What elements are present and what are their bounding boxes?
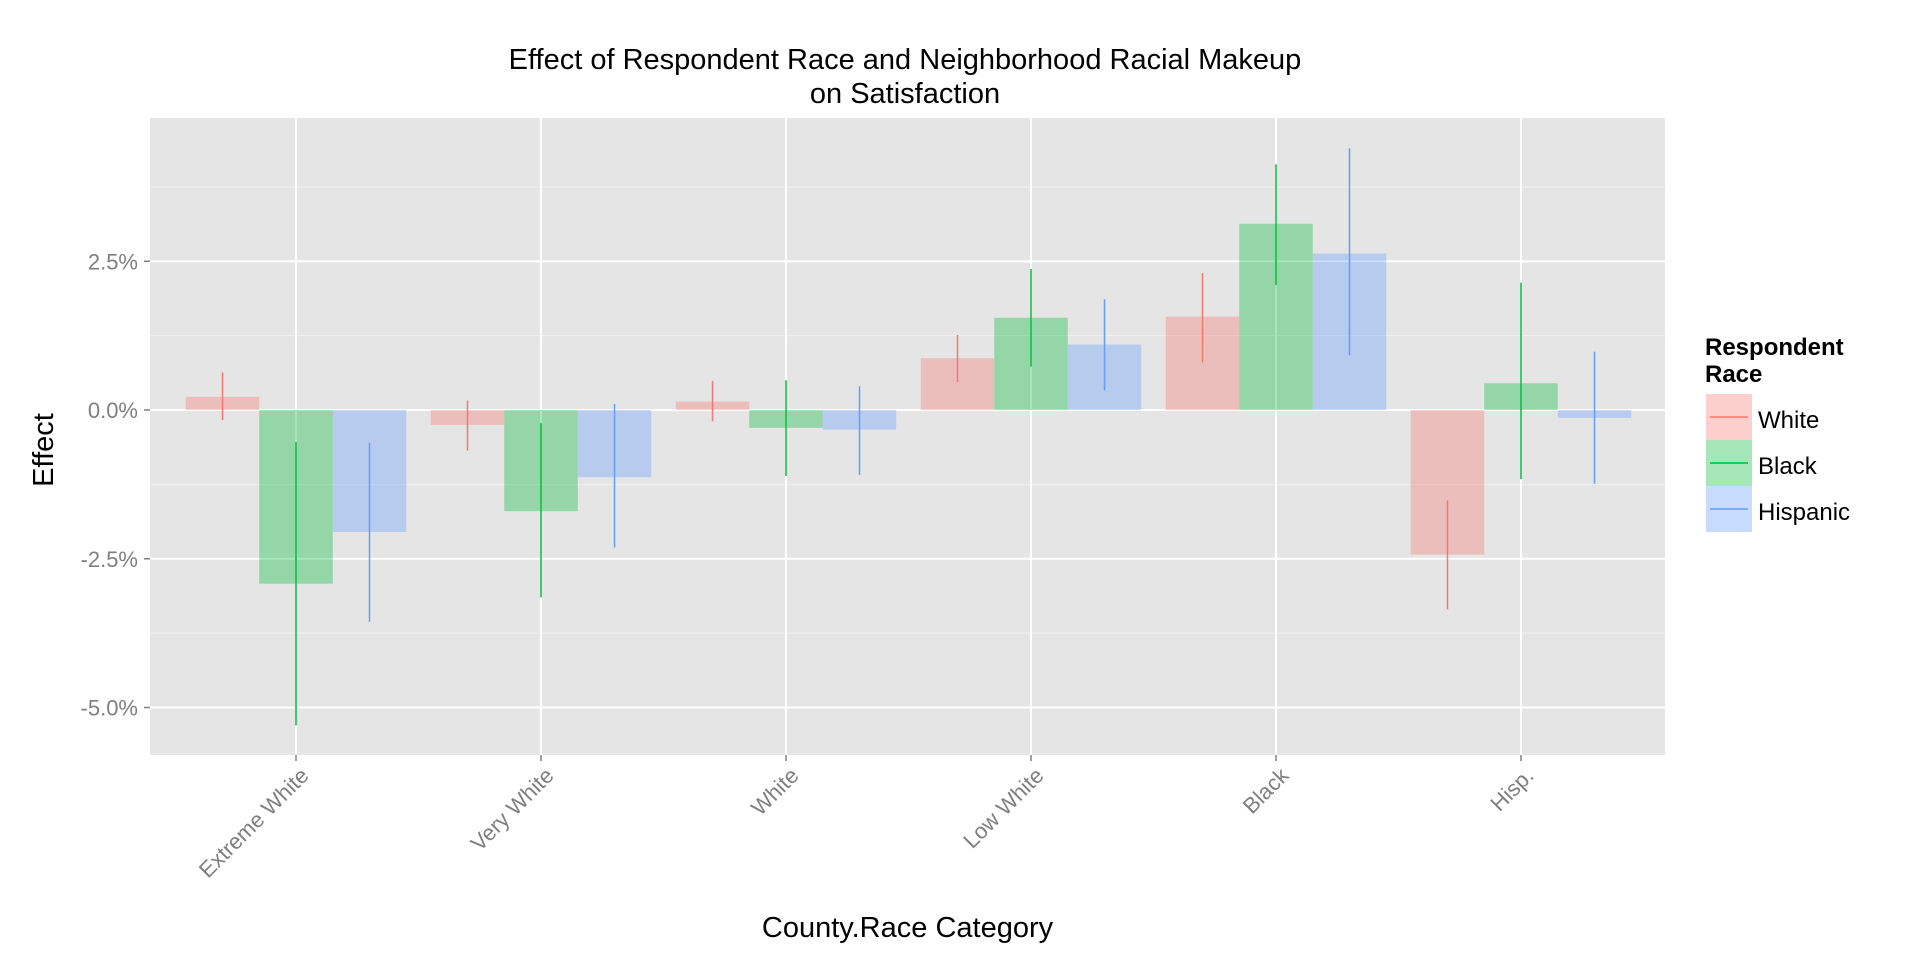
legend-label-white: White [1758, 407, 1820, 434]
x-tick-label: Black [1238, 762, 1294, 818]
x-tick-label: White [746, 763, 803, 820]
y-tick-label: 0.0% [88, 398, 138, 423]
legend-label-black: Black [1758, 453, 1817, 480]
x-tick-label: Extreme White [194, 763, 314, 883]
legend-title-line-1: Respondent [1705, 334, 1844, 361]
x-tick-label: Low White [958, 763, 1048, 853]
y-axis-title: Effect [28, 413, 60, 487]
panel-background [150, 118, 1665, 755]
y-tick-label: 2.5% [88, 249, 138, 274]
legend-label-hispanic: Hispanic [1758, 499, 1851, 526]
chart-title-line-1: Effect of Respondent Race and Neighborho… [508, 44, 1302, 76]
x-tick-label: Very White [466, 763, 559, 856]
legend-title-line-2: Race [1705, 361, 1763, 388]
y-tick-label: -2.5% [81, 547, 138, 572]
chart-title-line-2: on Satisfaction [809, 78, 1001, 110]
y-tick-label: -5.0% [81, 696, 138, 721]
x-axis-title: County.Race Category [761, 912, 1054, 944]
x-tick-label: Hisp. [1485, 763, 1538, 816]
